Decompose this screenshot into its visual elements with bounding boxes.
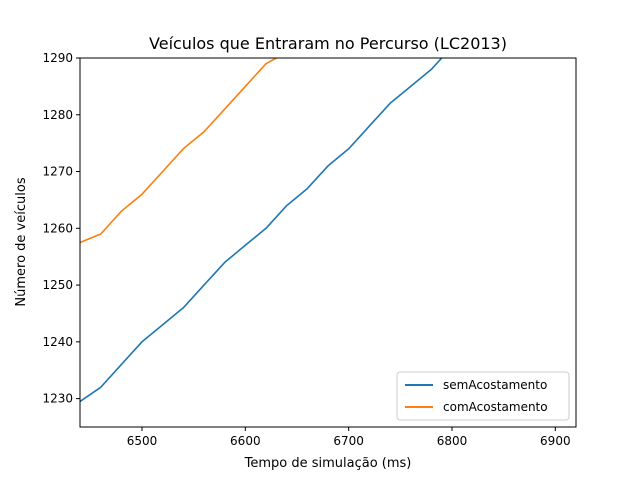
- series-line-semacostamento: [80, 58, 443, 403]
- x-axis-ticks: 6500 6600 6700 6800 6900: [127, 427, 571, 448]
- y-tick-label: 1240: [42, 335, 73, 349]
- x-tick-label: 6700: [333, 434, 364, 448]
- y-axis-ticks: 1230 1240 1250 1260 1270 1280 1290: [42, 51, 80, 406]
- y-tick-label: 1260: [42, 221, 73, 235]
- legend-label-comacostamento: comAcostamento: [443, 400, 548, 414]
- x-tick-label: 6800: [437, 434, 468, 448]
- plot-area-frame: [79, 57, 577, 428]
- y-axis-label: Número de veículos: [14, 177, 29, 306]
- y-tick-label: 1270: [42, 165, 73, 179]
- y-tick-label: 1280: [42, 108, 73, 122]
- x-tick-label: 6600: [230, 434, 261, 448]
- x-axis-label: Tempo de simulação (ms): [244, 456, 412, 471]
- x-tick-label: 6500: [127, 434, 158, 448]
- legend-label-semacostamento: semAcostamento: [443, 378, 547, 392]
- legend-box: [396, 371, 570, 421]
- series-line-comacostamento: [80, 58, 278, 244]
- y-tick-label: 1230: [42, 392, 73, 406]
- y-tick-label: 1250: [42, 278, 73, 292]
- y-tick-label: 1290: [42, 51, 73, 65]
- series-layer: [80, 58, 443, 403]
- x-tick-label: 6900: [540, 434, 571, 448]
- chart-title: Veículos que Entraram no Percurso (LC201…: [149, 34, 507, 53]
- legend: semAcostamento comAcostamento: [396, 371, 570, 421]
